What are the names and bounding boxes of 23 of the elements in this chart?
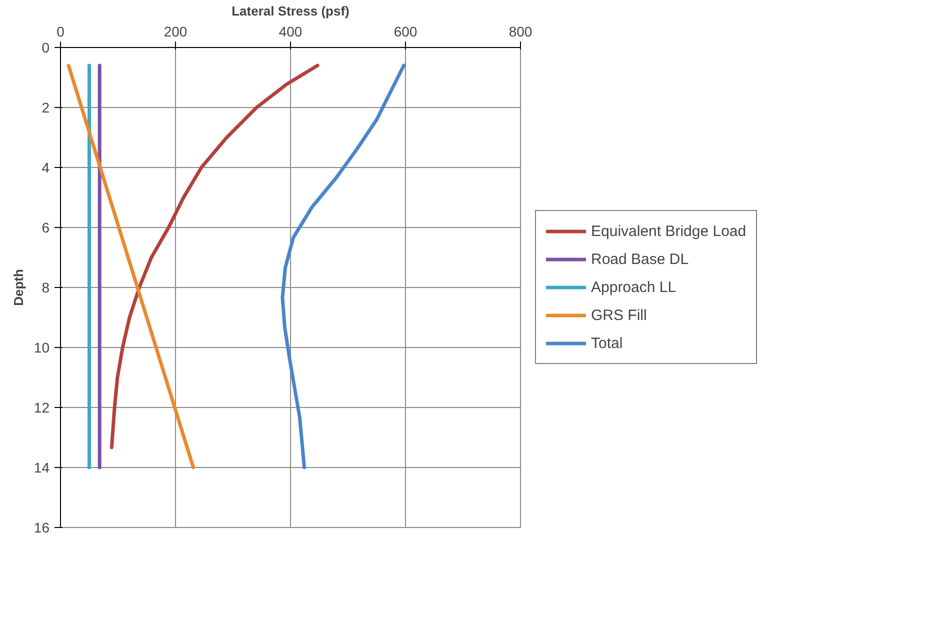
x-tick-label: 200 [164,24,188,40]
y-tick-label: 8 [42,280,50,296]
legend-label: Equivalent Bridge Load [591,222,746,240]
y-tick-label: 4 [42,160,50,176]
legend-label: Approach LL [591,278,676,296]
x-axis-title: Lateral Stress (psf) [232,4,350,18]
legend-label: GRS Fill [591,306,647,324]
x-tick-label: 400 [278,24,302,40]
y-axis-title: Depth [10,269,26,306]
y-tick-label: 16 [34,520,50,536]
y-tick-label: 6 [42,220,50,236]
y-tick-label: 12 [34,400,50,416]
x-tick-label: 800 [508,24,532,40]
y-tick-label: 2 [42,100,50,116]
y-tick-label: 0 [42,40,50,56]
line-series [110,64,320,450]
legend-label: Road Base DL [591,250,689,268]
y-tick-label: 10 [34,340,50,356]
x-tick-label: 600 [394,24,418,40]
line-series [280,64,406,470]
legend-label: Total [591,334,623,352]
y-tick-label: 14 [34,460,50,476]
x-tick-label: 0 [56,24,65,40]
